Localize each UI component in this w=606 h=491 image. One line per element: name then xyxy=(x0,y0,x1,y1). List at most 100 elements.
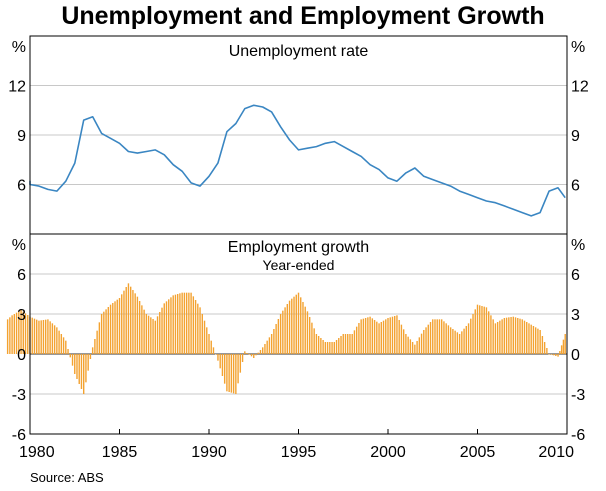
employment-growth-bar xyxy=(371,318,374,354)
employment-growth-bar xyxy=(118,298,121,354)
employment-growth-bar xyxy=(217,354,219,361)
employment-growth-bar xyxy=(331,342,333,354)
employment-growth-bar xyxy=(559,351,561,354)
employment-growth-bar xyxy=(400,324,403,354)
employment-growth-bar xyxy=(472,314,474,354)
employment-growth-bar xyxy=(105,309,107,354)
employment-growth-bar xyxy=(60,334,63,354)
employment-growth-bar xyxy=(562,339,565,354)
employment-growth-bar xyxy=(230,354,233,393)
employment-growth-bar xyxy=(223,354,226,384)
employment-growth-bar xyxy=(176,294,179,354)
employment-growth-bar xyxy=(89,354,92,359)
employment-growth-bar xyxy=(528,323,530,354)
employment-growth-bar xyxy=(548,354,550,355)
employment-growth-bar xyxy=(360,319,362,354)
employment-growth-bar xyxy=(250,354,253,357)
employment-growth-bar xyxy=(385,319,387,354)
employment-growth-bar xyxy=(485,307,488,354)
employment-growth-bar xyxy=(112,303,114,354)
employment-growth-bar xyxy=(389,317,391,354)
employment-growth-bar xyxy=(429,322,432,354)
employment-growth-bar xyxy=(329,342,331,354)
employment-growth-bar xyxy=(322,340,324,354)
employment-growth-bar xyxy=(340,336,342,354)
employment-growth-bar xyxy=(467,323,470,354)
employment-growth-bar xyxy=(20,310,22,354)
employment-growth-bar xyxy=(33,318,36,354)
y-tick-label-right: 6 xyxy=(571,178,580,195)
employment-growth-bar xyxy=(351,334,353,354)
employment-growth-bar xyxy=(286,304,289,354)
employment-growth-bar xyxy=(499,320,501,354)
chart-title: Unemployment and Employment Growth xyxy=(61,2,545,30)
y-tick-label-left: 6 xyxy=(17,178,26,195)
employment-growth-bar xyxy=(481,306,483,354)
unemployment-line-layer xyxy=(29,104,566,217)
employment-growth-bar xyxy=(212,347,215,354)
employment-growth-bar xyxy=(134,293,136,354)
employment-growth-bar xyxy=(376,321,378,354)
employment-growth-bar xyxy=(273,329,275,354)
employment-growth-bar xyxy=(188,292,190,354)
source-note: Source: ABS xyxy=(30,470,104,485)
employment-growth-bar xyxy=(432,319,434,354)
employment-growth-bar xyxy=(268,337,271,354)
employment-growth-bar xyxy=(427,324,429,354)
panel-title-employment: Employment growth xyxy=(228,239,369,256)
y-tick-label-left: 9 xyxy=(17,128,26,145)
employment-growth-bar xyxy=(476,304,479,354)
employment-growth-bar xyxy=(295,294,297,354)
employment-growth-bar xyxy=(221,354,224,376)
x-tick-label: 1985 xyxy=(102,444,138,461)
employment-growth-bar xyxy=(241,354,244,362)
employment-growth-bar xyxy=(53,325,56,354)
employment-growth-bar xyxy=(67,349,69,354)
employment-growth-bar xyxy=(11,315,13,354)
employment-growth-bar xyxy=(306,311,309,354)
employment-growth-bar xyxy=(353,330,356,354)
employment-growth-bar xyxy=(315,334,318,354)
employment-growth-bar xyxy=(185,292,188,354)
employment-growth-bar xyxy=(380,322,382,354)
employment-growth-bar xyxy=(505,317,508,354)
employment-growth-bar xyxy=(293,296,295,354)
frame-layer xyxy=(29,35,568,435)
employment-growth-bar xyxy=(333,342,335,354)
employment-growth-bar xyxy=(38,320,40,354)
employment-growth-bar xyxy=(15,312,18,354)
employment-growth-bar xyxy=(156,316,159,354)
employment-growth-bar xyxy=(338,338,340,354)
employment-growth-bar xyxy=(521,319,523,354)
employment-growth-bar xyxy=(98,322,101,354)
x-tick-label: 1980 xyxy=(19,444,55,461)
employment-growth-bar xyxy=(203,320,206,354)
employment-growth-bar xyxy=(277,319,280,354)
employment-growth-bar xyxy=(179,293,181,354)
employment-growth-bar xyxy=(194,300,197,354)
employment-growth-bar xyxy=(512,316,514,354)
employment-growth-bar xyxy=(71,354,74,366)
employment-growth-bar xyxy=(483,306,485,354)
y-tick-label-left: 3 xyxy=(17,307,26,324)
employment-growth-bar xyxy=(358,323,360,354)
employment-growth-bar xyxy=(228,354,230,392)
employment-growth-bar xyxy=(239,354,242,373)
x-tick-label: 2010 xyxy=(538,444,574,461)
employment-growth-bar xyxy=(517,318,519,354)
employment-growth-bar xyxy=(452,329,454,354)
employment-growth-bar xyxy=(116,299,118,354)
employment-growth-bar xyxy=(479,305,481,354)
employment-growth-bar xyxy=(24,313,27,354)
employment-growth-bar xyxy=(425,327,427,354)
employment-growth-bar xyxy=(449,327,452,354)
employment-growth-bar xyxy=(537,328,539,354)
employment-growth-bar xyxy=(284,307,286,354)
employment-growth-bar xyxy=(253,354,255,358)
employment-growth-bar xyxy=(235,354,237,394)
employment-growth-bar xyxy=(103,311,105,354)
employment-growth-bar xyxy=(125,287,127,354)
employment-growth-bar xyxy=(107,307,110,354)
employment-growth-bar xyxy=(447,325,450,354)
y-tick-label-right: 9 xyxy=(571,128,580,145)
